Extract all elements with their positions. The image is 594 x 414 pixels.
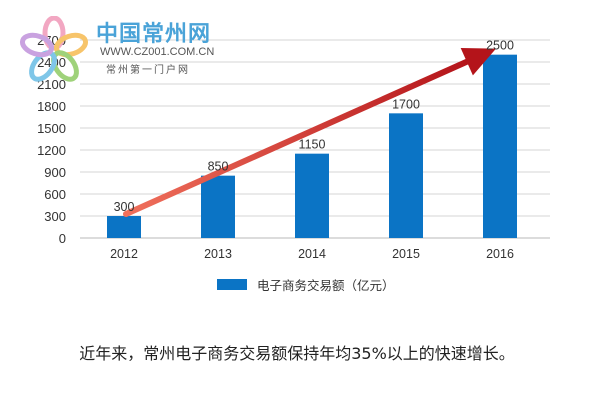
trend-arrow-shaft [123, 58, 470, 217]
y-tick-label: 600 [44, 187, 66, 202]
data-label: 300 [114, 200, 135, 214]
bar-2013 [201, 175, 235, 238]
x-tick-label: 2012 [110, 247, 138, 261]
x-tick-label: 2014 [298, 247, 326, 261]
data-label: 850 [208, 160, 229, 174]
x-tick-label: 2015 [392, 247, 420, 261]
bar-2015 [389, 113, 423, 238]
data-label: 1700 [392, 97, 420, 111]
x-tick-label: 2013 [204, 247, 232, 261]
bar-2012 [107, 216, 141, 238]
logo-name: 中国常州网 [96, 22, 212, 47]
data-labels: 300 850 1150 1700 2500 [114, 39, 514, 214]
trend-arrow-head [460, 48, 496, 76]
caption-text: 近年来，常州电子商务交易额保持年均35%以上的快速增长。 [79, 344, 515, 363]
y-tick-label: 1800 [37, 99, 66, 114]
logo-url: WWW.CZ001.COM.CN [100, 46, 215, 58]
trend-arrow [123, 48, 496, 217]
y-tick-label: 0 [59, 231, 66, 246]
bar-2016 [483, 54, 517, 238]
y-tick-label: 300 [44, 209, 66, 224]
chart-legend: 电子商务交易额（亿元） [217, 277, 395, 293]
bars [107, 54, 517, 238]
site-logo[interactable]: 中国常州网 WWW.CZ001.COM.CN 常州第一门户网 [14, 15, 234, 86]
y-tick-label: 2100 [37, 77, 66, 92]
legend-swatch [217, 278, 247, 290]
data-label: 2500 [486, 39, 514, 53]
y-tick-label: 1200 [37, 143, 66, 158]
y-tick-label: 900 [44, 165, 66, 180]
logo-tagline: 常州第一门户网 [106, 65, 190, 76]
y-tick-label: 1500 [37, 121, 66, 136]
x-axis-ticks: 2012 2013 2014 2015 2016 [110, 247, 514, 261]
x-tick-label: 2016 [486, 247, 514, 261]
legend-label: 电子商务交易额（亿元） [257, 277, 395, 293]
bar-2014 [295, 153, 329, 238]
flower-logo-icon [19, 15, 89, 82]
data-label: 1150 [299, 138, 326, 152]
